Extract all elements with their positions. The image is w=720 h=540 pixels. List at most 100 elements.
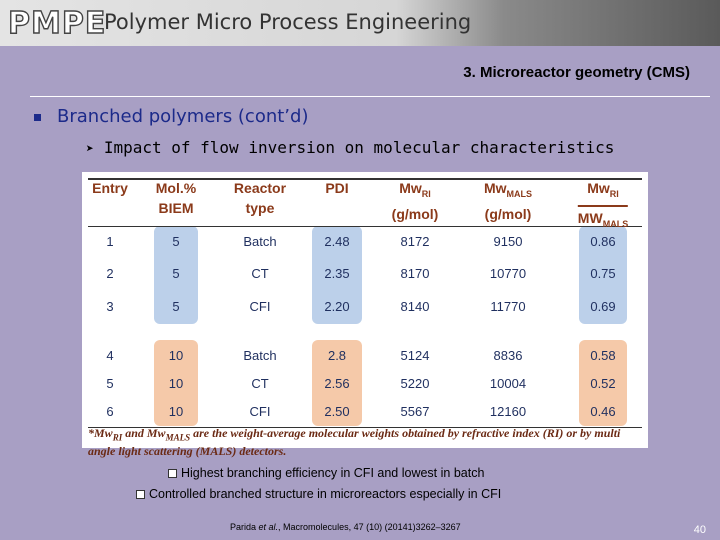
table-cell: 10004 <box>489 376 527 391</box>
table-cell: 3 <box>106 299 114 314</box>
divider <box>30 96 710 97</box>
column-header: MwRI MWMALS <box>577 178 629 234</box>
header-line: MwRI <box>578 178 628 204</box>
highlight <box>154 226 198 324</box>
rule <box>88 178 642 180</box>
citation-authors: Parida <box>230 522 257 532</box>
header-line: (g/mol) <box>484 205 532 222</box>
table-cell: 9150 <box>493 234 523 249</box>
table-cell: Batch <box>243 234 277 249</box>
header-line: Entry <box>92 178 128 198</box>
bullet-text: Impact of flow inversion on molecular ch… <box>103 138 615 157</box>
header-text: Reactor <box>233 180 287 196</box>
table-cell: 2 <box>106 266 114 281</box>
header-text: PDI <box>325 180 349 196</box>
table-cell: 10 <box>168 404 184 419</box>
table-cell: 2.35 <box>324 266 350 281</box>
table-cell: 5 <box>106 376 114 391</box>
table-cell: 4 <box>106 348 114 363</box>
table-cell: 0.58 <box>590 348 616 363</box>
table-cell: 0.86 <box>590 234 616 249</box>
table-cell: 12160 <box>489 404 527 419</box>
table-cell: CFI <box>249 299 271 314</box>
header-text: Entry <box>92 180 128 196</box>
citation: Parida et al., Macromolecules, 47 (10) (… <box>230 522 461 532</box>
table-cell: 0.69 <box>590 299 616 314</box>
header-sub: RI <box>609 188 619 199</box>
table-cell: 5 <box>172 299 180 314</box>
column-header: Entry <box>92 178 128 198</box>
table-cell: 2.20 <box>324 299 350 314</box>
table-cell: CFI <box>249 404 271 419</box>
rule <box>88 427 642 428</box>
section-title: 3. Microreactor geometry (CMS) <box>463 64 690 81</box>
table-cell: 8140 <box>400 299 430 314</box>
header-line: PDI <box>325 178 348 198</box>
highlight <box>154 340 198 426</box>
table-cell: 5124 <box>400 348 430 363</box>
header-text: Mw <box>399 180 422 196</box>
logo: PMPE <box>7 5 107 41</box>
table-cell: 5 <box>172 234 180 249</box>
bullet-main: Branched polymers (cont’d) <box>34 106 308 127</box>
banner: PMPE Polymer Micro Process Engineering <box>0 0 720 46</box>
rule <box>88 226 642 227</box>
header-line: BIEM <box>158 200 194 216</box>
table: Entry Mol.% BIEM Reactor type PDI MwRI (g/mol) M… <box>82 172 648 448</box>
header-line: MwMALS <box>484 178 532 204</box>
table-cell: 0.75 <box>590 266 616 281</box>
table-cell: 8170 <box>400 266 430 281</box>
table-cell: CT <box>251 266 269 281</box>
table-cell: 5220 <box>400 376 430 391</box>
header-line: Reactor <box>234 178 286 198</box>
note: Highest branching efficiency in CFI and … <box>168 466 484 480</box>
banner-title: Polymer Micro Process Engineering <box>104 10 472 34</box>
table-cell: 2.8 <box>327 348 347 363</box>
table-cell: 0.52 <box>590 376 616 391</box>
highlight <box>312 340 362 426</box>
note-text: Controlled branched structure in microre… <box>149 487 502 501</box>
header-sub: MALS <box>506 188 533 199</box>
table-cell: Batch <box>243 348 277 363</box>
header-line: MwRI <box>392 178 439 204</box>
table-cell: 2.48 <box>324 234 350 249</box>
citation-source: , Macromolecules, 47 (10) (20141)3262–32… <box>278 522 461 532</box>
table-cell: 0.46 <box>590 404 616 419</box>
header-sub: RI <box>421 188 431 199</box>
fraction-bar <box>577 204 629 207</box>
highlight <box>579 226 627 324</box>
table-cell: 5567 <box>400 404 430 419</box>
table-cell: CT <box>251 376 269 391</box>
footnote-sub: RI <box>112 432 123 443</box>
header-text: MW <box>577 209 603 226</box>
table-cell: 1 <box>106 234 114 249</box>
table-cell: 10 <box>168 376 184 391</box>
column-header: MwRI (g/mol) <box>392 178 439 224</box>
header-text: Mw <box>483 180 507 196</box>
footnote-text: are the weight-average molecular weights… <box>88 426 621 459</box>
table-cell: 11770 <box>490 299 526 314</box>
highlight <box>312 226 362 324</box>
footnote-text: *Mw <box>88 426 113 440</box>
header-line: type <box>245 200 275 216</box>
header-line: (g/mol) <box>391 205 439 222</box>
header-line: MWMALS <box>578 208 628 234</box>
bullet-text: Branched polymers (cont’d) <box>57 106 309 127</box>
table-cell: 10 <box>168 348 184 363</box>
note-text: Highest branching efficiency in CFI and … <box>181 466 485 480</box>
bullet-sub: ➤ Impact of flow inversion on molecular c… <box>86 138 615 157</box>
column-header: Mol.% BIEM <box>156 178 196 218</box>
citation-etal: et al. <box>258 522 279 532</box>
table-cell: 2.56 <box>324 376 350 391</box>
footnote: *MwRI and MwMALS are the weight-average … <box>88 426 648 458</box>
note: Controlled branched structure in microre… <box>136 487 501 501</box>
footnote-sub: MALS <box>165 432 191 443</box>
table-cell: 5 <box>172 266 180 281</box>
page-number: 40 <box>693 524 706 536</box>
highlight <box>579 340 627 426</box>
table-cell: 10770 <box>489 266 527 281</box>
column-header: PDI <box>325 178 348 198</box>
header-text: Mw <box>587 180 610 196</box>
footnote-text: and Mw <box>122 426 166 440</box>
